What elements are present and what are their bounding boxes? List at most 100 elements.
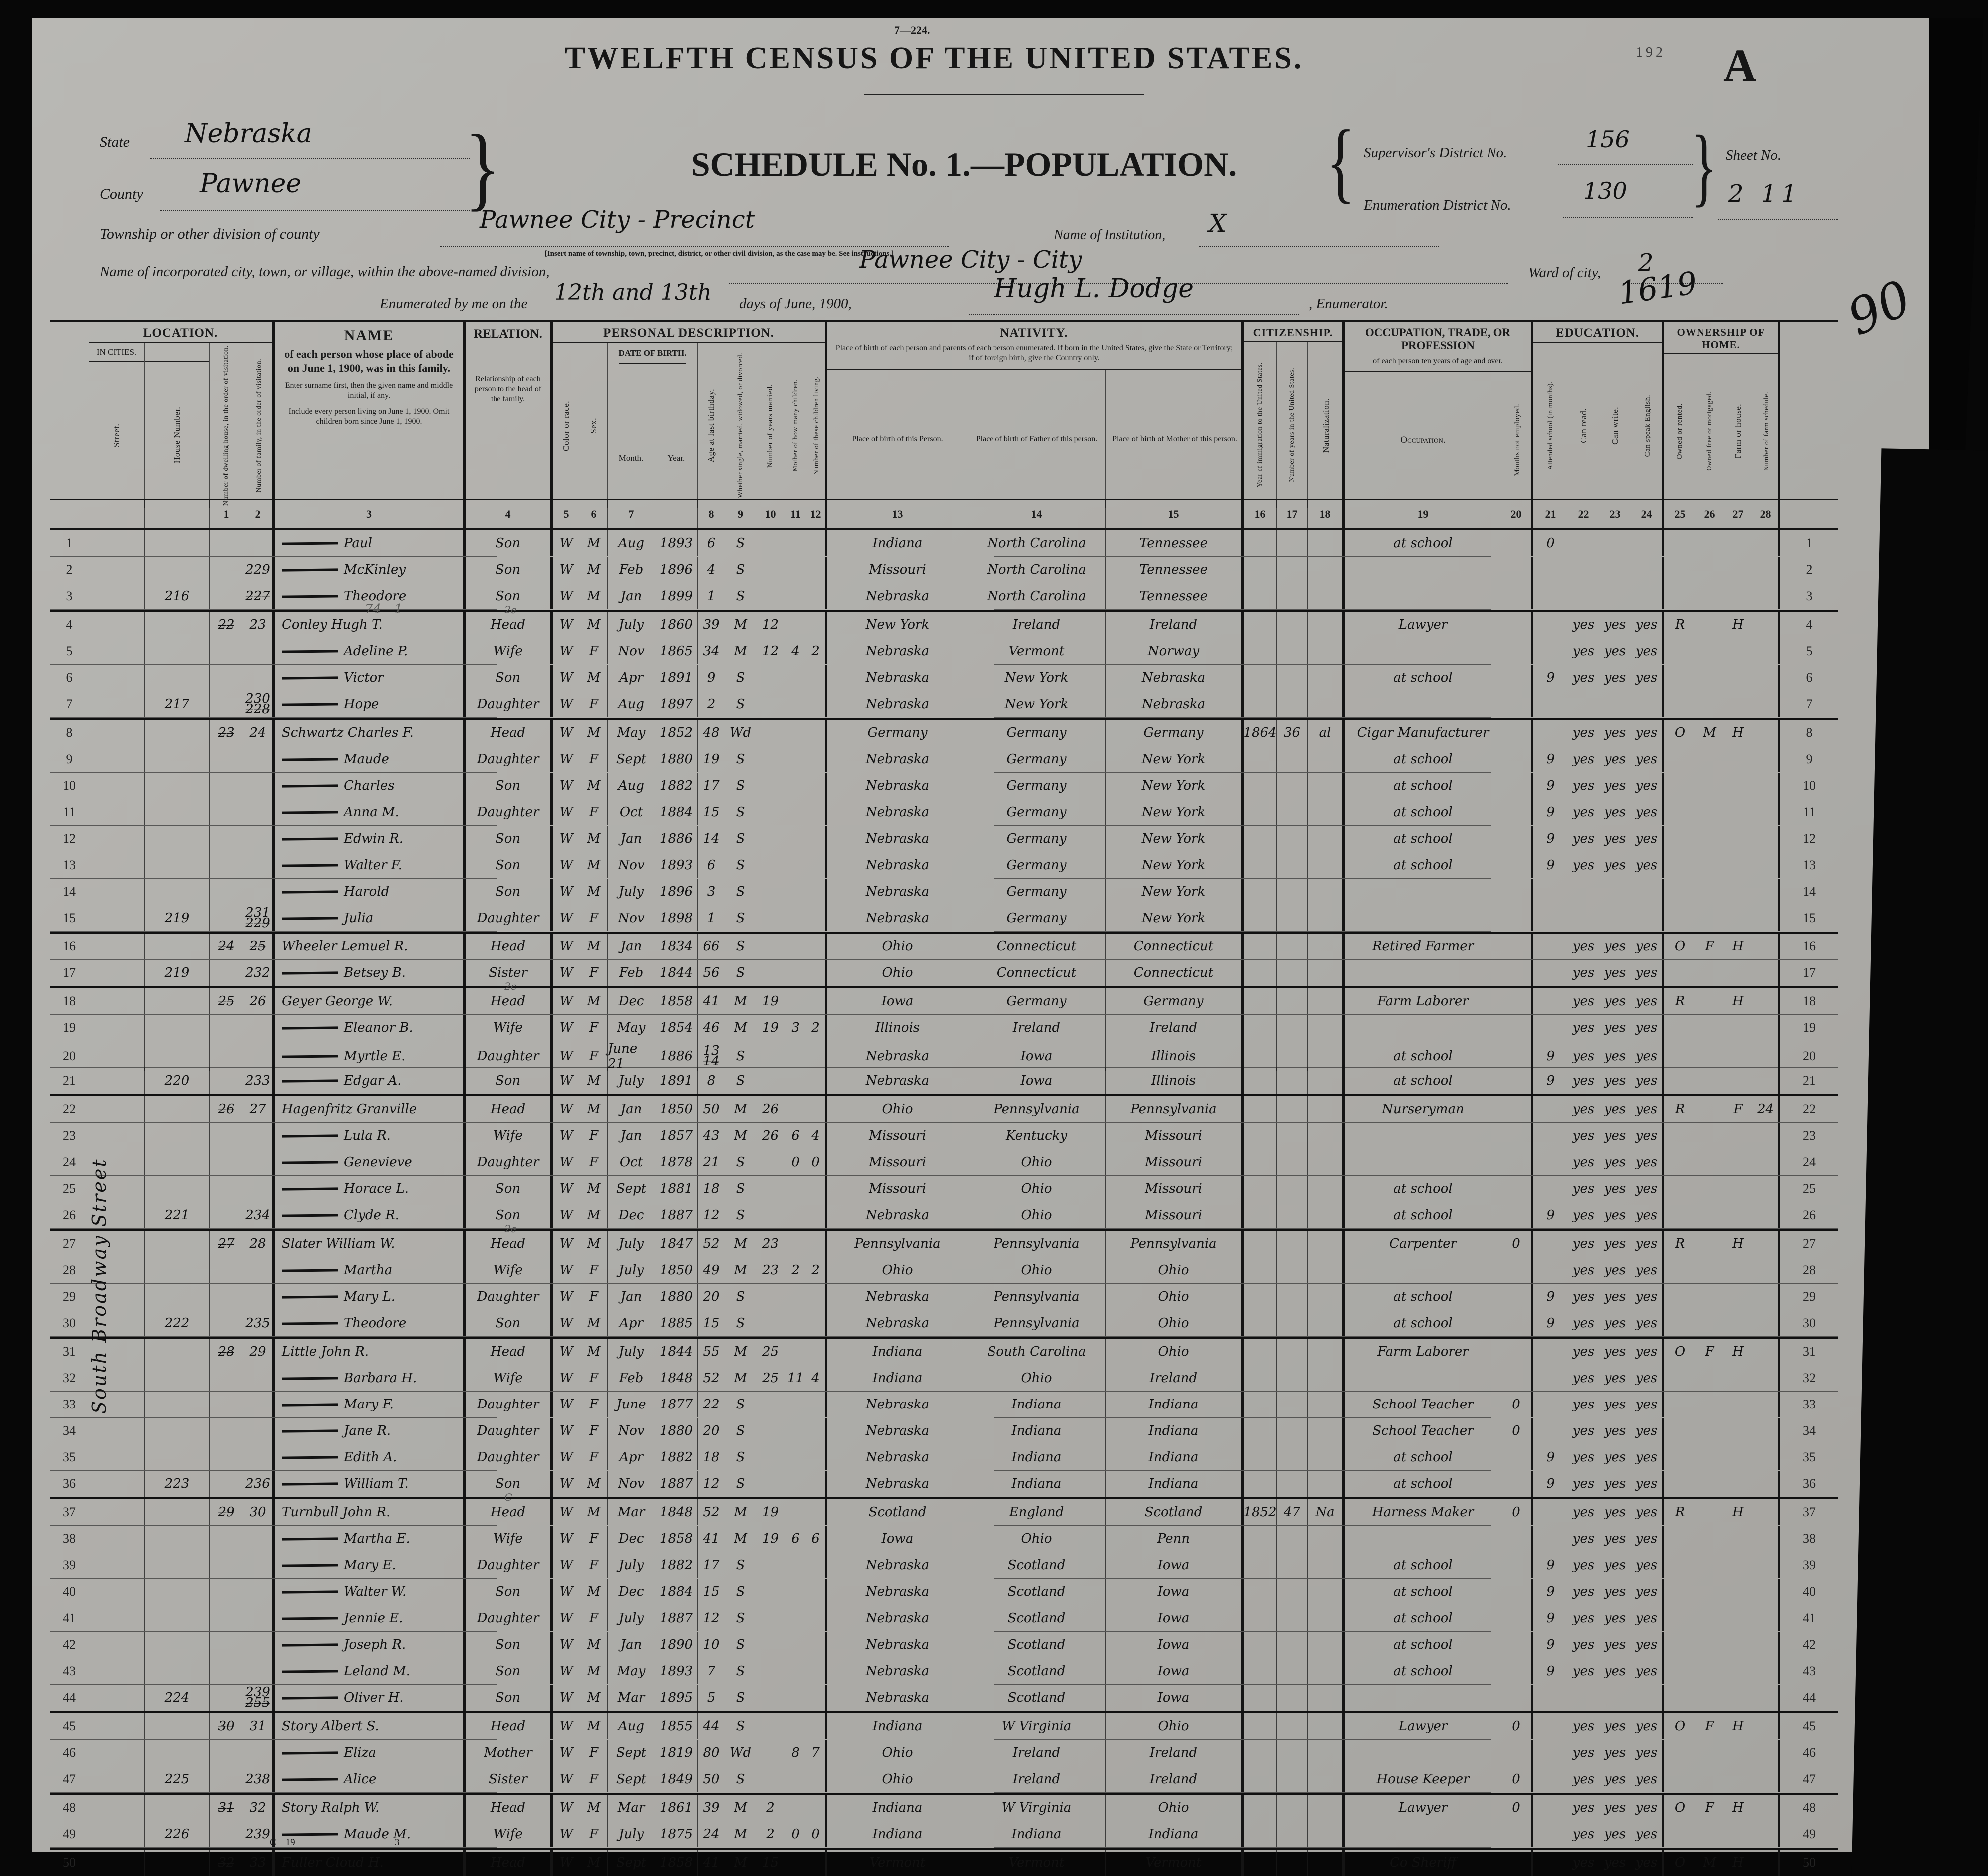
cell-family-number <box>243 1257 275 1283</box>
cell-dwelling-number <box>210 691 243 717</box>
person-row: 6 Victor Son W M Apr 1891 9 S Nebraska New York Neb… <box>50 665 1838 691</box>
cell-speaks-english <box>1631 879 1664 905</box>
cell-name: Mary L. <box>275 1284 466 1310</box>
col-label-owned-rented: Owned or rented. <box>1676 403 1684 460</box>
cell-immigration-year <box>1244 1284 1277 1310</box>
cell-can-read: yes <box>1568 960 1599 986</box>
cell-age: 49 <box>698 1257 725 1283</box>
cell-relation: Mother <box>466 1740 553 1766</box>
cell-dwelling-number <box>210 879 243 905</box>
cell-farm-schedule-number <box>1753 530 1780 556</box>
city-label: Name of incorporated city, town, or vill… <box>100 264 550 280</box>
cell-can-read: yes <box>1568 1310 1599 1336</box>
cell-marital-status: S <box>725 1444 756 1470</box>
cell-children-living <box>806 720 827 746</box>
cell-speaks-english: yes <box>1631 1821 1664 1847</box>
cell-birthplace-father: Connecticut <box>968 960 1106 986</box>
cell-attended-school: 9 <box>1533 852 1568 878</box>
cell-attended-school <box>1533 960 1568 986</box>
right-block-brace-open: { <box>1326 111 1355 212</box>
cell-marital-status: S <box>725 1713 756 1739</box>
cell-months-not-employed <box>1501 799 1533 825</box>
col-number-5: 5 <box>553 500 580 528</box>
cell-birth-year: 1898 <box>655 905 698 931</box>
cell-years-married <box>756 960 785 986</box>
cell-birthplace-father: Scotland <box>968 1658 1106 1684</box>
cell-immigration-year <box>1244 1632 1277 1658</box>
cell-attended-school <box>1533 1499 1568 1525</box>
cell-birthplace-mother: Connecticut <box>1106 934 1244 959</box>
cell-house-number: 216 <box>145 583 210 609</box>
ditto-dash <box>281 1026 338 1030</box>
cell-birthplace-person: Nebraska <box>827 1471 968 1497</box>
cell-birthplace-person: Indiana <box>827 1795 968 1821</box>
col-label-sex: Sex. <box>589 418 599 434</box>
cell-birth-year: 1890 <box>655 1632 698 1658</box>
cell-can-read: yes <box>1568 1392 1599 1417</box>
cell-attended-school <box>1533 583 1568 609</box>
enumeration-line <box>1563 217 1693 218</box>
cell-occupation: at school <box>1345 826 1501 852</box>
ditto-dash <box>281 541 338 545</box>
col-label-pob-father: Place of birth of Father of this person. <box>968 370 1106 508</box>
cell-naturalization <box>1308 1632 1345 1658</box>
dob-label: DATE OF BIRTH. <box>618 343 687 364</box>
cell-family-number: 27 <box>243 1096 275 1122</box>
col-number-14: 14 <box>968 500 1106 528</box>
cell-mother-of-children: 2 <box>785 1257 806 1283</box>
scan-edge-top <box>0 0 1988 18</box>
ditto-dash <box>281 916 338 920</box>
cell-immigration-year <box>1244 1444 1277 1470</box>
cell-birthplace-person: Ohio <box>827 960 968 986</box>
cell-farm-or-house <box>1723 1766 1753 1792</box>
cell-can-read: yes <box>1568 1176 1599 1202</box>
cell-dwelling-number <box>210 1685 243 1711</box>
cell-birthplace-father: Pennsylvania <box>968 1096 1106 1122</box>
cell-marital-status: Wd <box>725 720 756 746</box>
cell-farm-or-house <box>1723 1284 1753 1310</box>
cell-row-number-left: 12 <box>63 831 76 846</box>
cell-marital-status: S <box>725 1685 756 1711</box>
cell-birth-month: Mar <box>608 1685 655 1711</box>
cell-attended-school: 9 <box>1533 665 1568 691</box>
cell-farm-or-house <box>1723 1685 1753 1711</box>
cell-birth-year: 1884 <box>655 799 698 825</box>
cell-family-number: 28 <box>243 1231 275 1257</box>
cell-years-in-us <box>1277 1365 1308 1391</box>
cell-owned-rented: O <box>1664 1795 1696 1821</box>
person-row: 25 Horace L. Son W M Sept 1881 18 S Missouri Ohio M… <box>50 1176 1838 1202</box>
cell-birth-month: Sept <box>608 1176 655 1202</box>
cell-occupation: at school <box>1345 1605 1501 1631</box>
cell-months-not-employed <box>1501 530 1533 556</box>
cell-house-number <box>145 852 210 878</box>
cell-birth-month: July <box>608 1231 655 1257</box>
cell-house-number <box>145 1257 210 1283</box>
cell-age: 8 <box>698 1068 725 1094</box>
cell-sex: M <box>580 1471 608 1497</box>
cell-farm-schedule-number: 24 <box>1753 1096 1780 1122</box>
cell-farm-or-house <box>1723 1444 1753 1470</box>
cell-years-married <box>756 583 785 609</box>
cell-family-number <box>243 1149 275 1175</box>
cell-owned-free-mortgaged <box>1696 1605 1723 1631</box>
cell-name: Genevieve <box>275 1149 466 1175</box>
cell-age: 18 <box>698 1444 725 1470</box>
cell-years-married <box>756 1685 785 1711</box>
cell-farm-or-house <box>1723 665 1753 691</box>
cell-house-number <box>145 1339 210 1365</box>
cell-years-in-us <box>1277 1850 1308 1876</box>
cell-dwelling-number <box>210 1123 243 1149</box>
col-label-can-speak: Can speak English. <box>1643 394 1652 457</box>
cell-birth-year: 1858 <box>655 1850 698 1876</box>
cell-naturalization <box>1308 960 1345 986</box>
cell-street <box>89 746 145 772</box>
cell-children-living <box>806 1632 827 1658</box>
cell-months-not-employed <box>1501 1444 1533 1470</box>
cell-sex: M <box>580 1499 608 1525</box>
cell-age: 14 <box>698 826 725 852</box>
cell-sex: M <box>580 1231 608 1257</box>
cell-age: 17 <box>698 1552 725 1578</box>
person-row: 24 Genevieve Daughter W F Oct 1878 21 S 0 0 Missour… <box>50 1149 1838 1176</box>
cell-attended-school: 9 <box>1533 773 1568 799</box>
cell-birthplace-mother: Germany <box>1106 720 1244 746</box>
